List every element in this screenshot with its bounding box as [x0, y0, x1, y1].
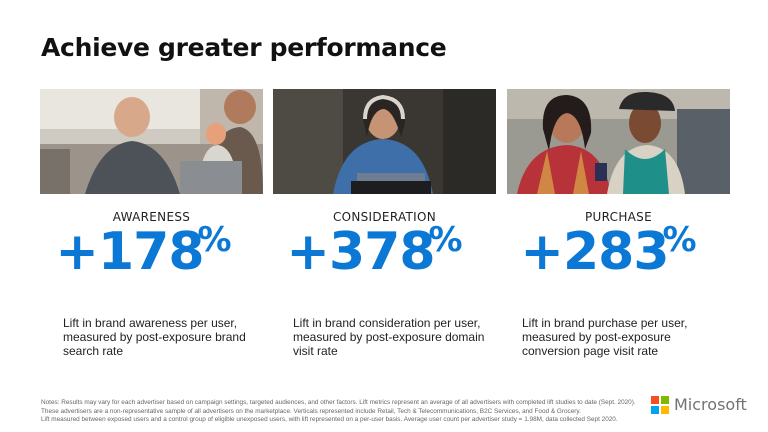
awareness-label: AWARENESS	[112, 210, 191, 224]
awareness-description: Lift in brand awareness per user, measur…	[63, 316, 246, 358]
footnote-line: Lift measured between exposed users and …	[41, 416, 618, 424]
logo-square-red	[651, 395, 659, 404]
microsoft-logo-icon	[651, 395, 669, 414]
footnote-line: These advertisers are a non-representati…	[41, 407, 581, 415]
microsoft-brand: Microsoft	[651, 395, 747, 414]
two-women-phone-photo	[507, 89, 730, 194]
page-title: Achieve greater performance	[41, 33, 447, 62]
logo-square-yellow	[661, 405, 669, 414]
consideration-description: Lift in brand consideration per user, me…	[293, 316, 485, 358]
microsoft-wordmark: Microsoft	[674, 395, 747, 414]
family-laptop-photo	[40, 89, 263, 194]
consideration-label: CONSIDERATION	[332, 210, 437, 224]
logo-square-blue	[651, 405, 659, 414]
consideration-stat: +378%	[286, 220, 463, 282]
purchase-label: PURCHASE	[585, 210, 652, 224]
purchase-description: Lift in brand purchase per user, measure…	[522, 316, 688, 358]
purchase-stat: +283%	[520, 220, 697, 282]
woman-headphones-laptop-photo	[273, 89, 496, 194]
logo-square-green	[661, 395, 669, 404]
footnotes: Notes: Results may vary for each adverti…	[41, 399, 641, 425]
footnote-line: Notes: Results may vary for each adverti…	[41, 399, 636, 406]
awareness-stat: +178%	[55, 220, 232, 282]
